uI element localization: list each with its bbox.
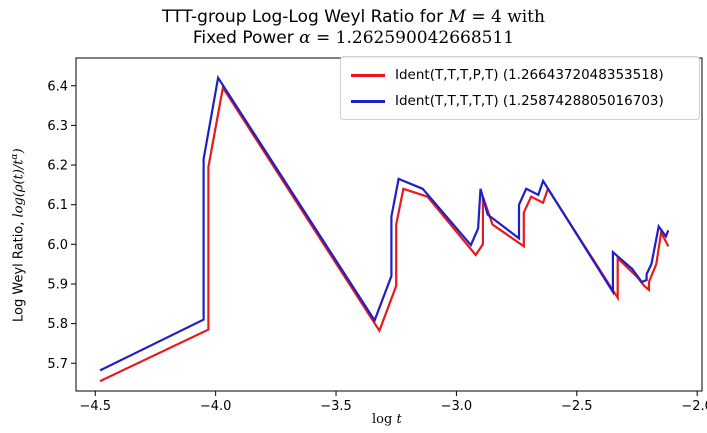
ylabel-close: )	[11, 148, 27, 154]
y-tick-label: 5.9	[47, 277, 68, 292]
data-series	[99, 74, 670, 383]
series-line-1	[99, 74, 670, 372]
ylabel-math: log(ρ(t)/t	[11, 159, 27, 218]
x-axis-label: log t	[372, 412, 402, 427]
title-alpha-value: = 1.262590042668511	[310, 28, 515, 48]
title-alpha: α	[299, 28, 311, 48]
chart-title-line1: TTT-group Log-Log Weyl Ratio for M = 4 w…	[0, 7, 707, 27]
y-axis-label: Log Weyl Ratio, log(ρ(t)/tα)	[10, 148, 26, 322]
y-tick-label: 6.0	[47, 238, 68, 253]
legend: Ident(T,T,T,P,T) (1.2664372048353518) Id…	[340, 56, 700, 120]
ylabel-prefix: Log Weyl Ratio,	[11, 217, 27, 322]
title-equals: = 4 with	[465, 7, 545, 27]
y-tick-label: 5.7	[47, 357, 68, 372]
legend-label-red: Ident(T,T,T,P,T) (1.2664372048353518)	[395, 67, 664, 83]
series-line-0	[99, 84, 670, 383]
x-tick-label: −4.5	[79, 399, 111, 414]
ylabel-sup: α	[10, 153, 20, 160]
legend-item-blue: Ident(T,T,T,T,T) (1.2587428805016703)	[351, 91, 664, 111]
x-tick-label: −3.0	[441, 399, 473, 414]
legend-swatch-blue	[351, 99, 385, 103]
y-tick-label: 6.2	[47, 159, 68, 174]
legend-item-red: Ident(T,T,T,P,T) (1.2664372048353518)	[351, 65, 664, 85]
title-line2-prefix: Fixed Power	[192, 28, 300, 48]
xlabel-log: log	[372, 412, 397, 427]
x-tick-label: −2.5	[561, 399, 593, 414]
x-tick-label: −2.0	[681, 399, 707, 414]
y-tick-label: 6.3	[47, 119, 68, 134]
title-prefix: TTT-group Log-Log Weyl Ratio for	[162, 7, 449, 27]
y-tick-label: 5.8	[47, 317, 68, 332]
y-tick-label: 6.1	[47, 198, 68, 213]
y-tick-label: 6.4	[47, 79, 68, 94]
xlabel-var: t	[396, 412, 402, 427]
x-tick-label: −3.5	[320, 399, 352, 414]
legend-swatch-red	[351, 73, 385, 77]
x-tick-label: −4.0	[200, 399, 232, 414]
axis-ticks: −4.5 −4.0 −3.5 −3.0 −2.5 −2.0 5.7 5.8 5.9 6.0 6.1 6…	[47, 79, 707, 414]
legend-label-blue: Ident(T,T,T,T,T) (1.2587428805016703)	[395, 93, 664, 109]
title-variable: M	[448, 7, 466, 27]
chart-title-line2: Fixed Power α = 1.262590042668511	[0, 28, 707, 48]
